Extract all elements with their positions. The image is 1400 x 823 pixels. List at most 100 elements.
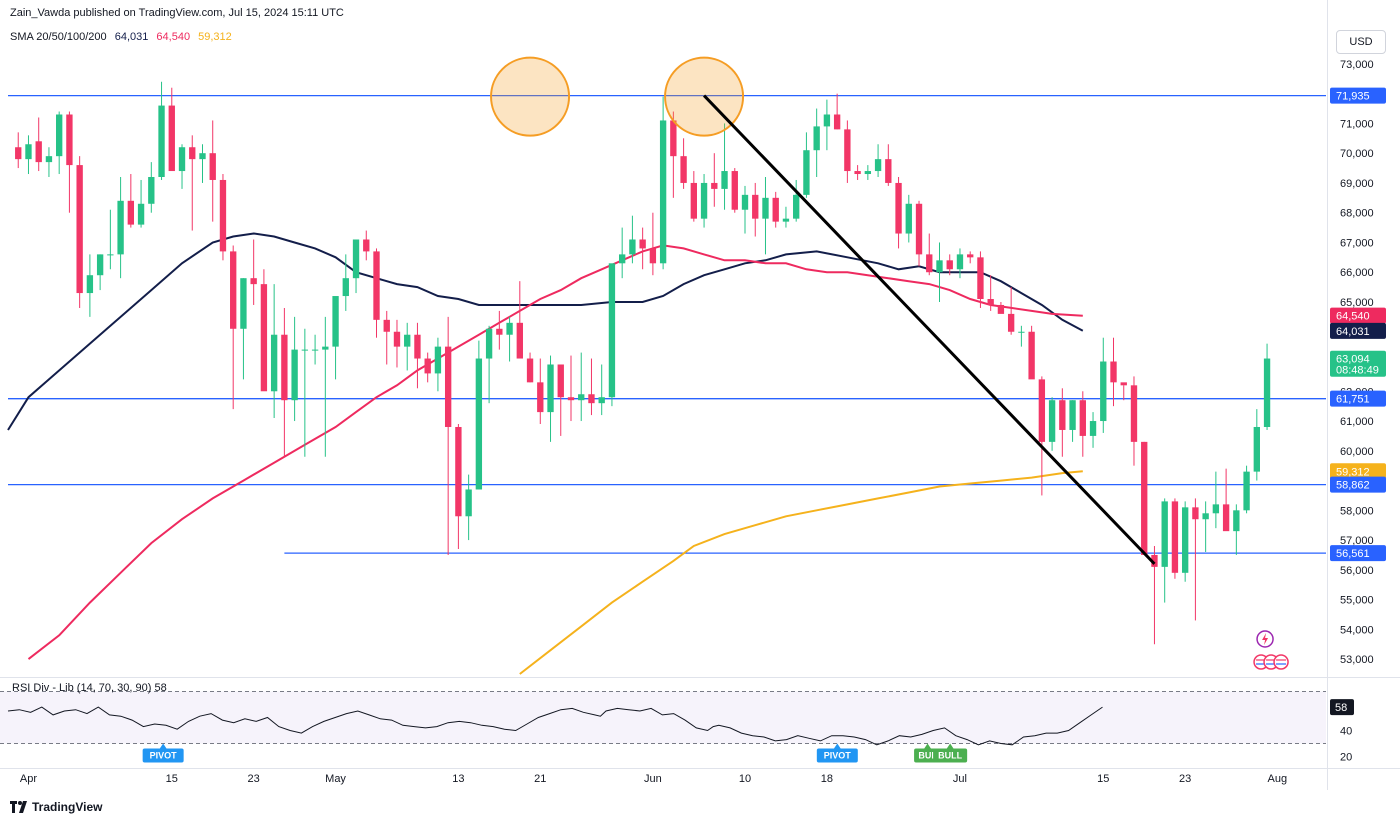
sma-legend[interactable]: SMA 20/50/100/200 64,031 64,540 59,312 <box>10 31 237 43</box>
sma-line <box>27 244 1083 660</box>
candle-body <box>997 304 1005 314</box>
sma-legend-value-1: 64,031 <box>114 31 149 43</box>
x-tick-label: Aug <box>1268 773 1288 785</box>
candle-body <box>322 346 329 350</box>
candle-body <box>690 182 697 219</box>
candle-body <box>619 254 626 264</box>
price-tag <box>1330 322 1386 339</box>
y-tick-label: 70,000 <box>1340 148 1374 160</box>
candle-body <box>711 182 718 189</box>
candle-body <box>537 382 544 413</box>
candle-body <box>987 299 994 305</box>
rsi-band-fill <box>0 691 1326 744</box>
highlight-circle <box>490 56 571 137</box>
x-tick-label: 15 <box>1097 773 1109 785</box>
candle-body <box>424 358 431 374</box>
candle-body <box>414 334 421 359</box>
tradingview-logo-icon <box>10 801 27 813</box>
candle-body <box>721 171 728 189</box>
candle-body <box>189 147 196 160</box>
candle-body <box>352 239 360 279</box>
tradingview-footer[interactable]: TradingView <box>10 800 102 814</box>
candle-body <box>915 203 923 255</box>
candle-body <box>148 176 155 204</box>
sma-line <box>7 232 1084 431</box>
sma-legend-value-3: 59,312 <box>198 31 232 43</box>
candle-body <box>854 171 861 175</box>
y-tick-label: 68,000 <box>1340 208 1374 220</box>
x-tick-label: May <box>325 773 346 785</box>
candle-body <box>700 182 708 219</box>
candle-body <box>895 182 902 234</box>
candle-body <box>639 239 646 249</box>
candle-body <box>291 349 298 401</box>
candle-body <box>762 197 769 219</box>
candle-body <box>578 394 585 401</box>
candle-body <box>240 278 247 329</box>
candle-body <box>608 263 616 398</box>
candle-body <box>66 114 73 166</box>
candle-body <box>1212 504 1220 514</box>
candle-body <box>199 153 206 160</box>
candle-body <box>864 171 872 175</box>
candle-body <box>404 334 411 347</box>
rsi-marker-badge <box>816 748 858 763</box>
y-tick-label: 60,000 <box>1340 446 1374 458</box>
publisher-header: Zain_Vawda published on TradingView.com,… <box>10 7 344 19</box>
candle-body <box>117 200 124 255</box>
price-tag <box>1330 390 1386 407</box>
candle-body <box>823 114 831 127</box>
candle-body <box>782 218 790 222</box>
y-tick-label: 69,000 <box>1340 178 1374 190</box>
candle-body <box>137 203 145 225</box>
y-tick-label: 53,000 <box>1340 654 1374 666</box>
candle-body <box>219 179 227 252</box>
candle-body <box>1161 501 1168 567</box>
candle-body <box>281 334 288 401</box>
candle-body <box>844 129 851 172</box>
candle-body <box>270 334 278 392</box>
candle-body <box>230 251 237 329</box>
x-tick-label: 23 <box>1179 773 1191 785</box>
candle-body <box>158 105 165 177</box>
candle-body <box>56 114 63 157</box>
candle-body <box>332 296 339 347</box>
candle-body <box>506 322 513 335</box>
y-tick-label: 58,000 <box>1340 505 1374 517</box>
rsi-marker-pointer <box>833 743 842 750</box>
candle-body <box>956 254 964 270</box>
candle-body <box>383 319 390 332</box>
candle-body <box>96 254 104 276</box>
rsi-legend[interactable]: RSI Div - Lib (14, 70, 30, 90) 58 <box>12 682 167 694</box>
candle-body <box>588 394 595 404</box>
rsi-line <box>7 706 1103 746</box>
rsi-marker-badge <box>142 748 184 763</box>
currency-selector[interactable]: USD <box>1336 30 1386 54</box>
y-tick-label: 66,000 <box>1340 267 1374 279</box>
candle-body <box>496 328 503 335</box>
x-tick-label: 18 <box>821 773 833 785</box>
y-tick-label: 56,000 <box>1340 565 1374 577</box>
candle-body <box>567 397 575 401</box>
candle-body <box>35 141 42 163</box>
candle-body <box>45 156 53 163</box>
candle-body <box>1007 313 1015 332</box>
candle-body <box>1110 361 1117 383</box>
price-tag-label: 71,935 <box>1336 91 1370 103</box>
candle-body <box>475 358 483 490</box>
x-tick-label: 23 <box>248 773 260 785</box>
candle-body <box>1181 507 1189 573</box>
candle-body <box>25 144 32 160</box>
candle-body <box>793 194 800 219</box>
y-tick-label: 54,000 <box>1340 624 1374 636</box>
price-tag-countdown: 08:48:49 <box>1336 365 1379 377</box>
rsi-marker-label: PIVOT <box>150 751 178 761</box>
candle-body <box>803 150 810 195</box>
price-tag <box>1330 87 1386 104</box>
candle-body <box>1151 554 1158 567</box>
rsi-value-label: 58 <box>1335 702 1347 714</box>
candle-body <box>1202 513 1209 520</box>
candle-body <box>936 260 943 273</box>
rsi-marker-label: BULL <box>938 751 962 761</box>
